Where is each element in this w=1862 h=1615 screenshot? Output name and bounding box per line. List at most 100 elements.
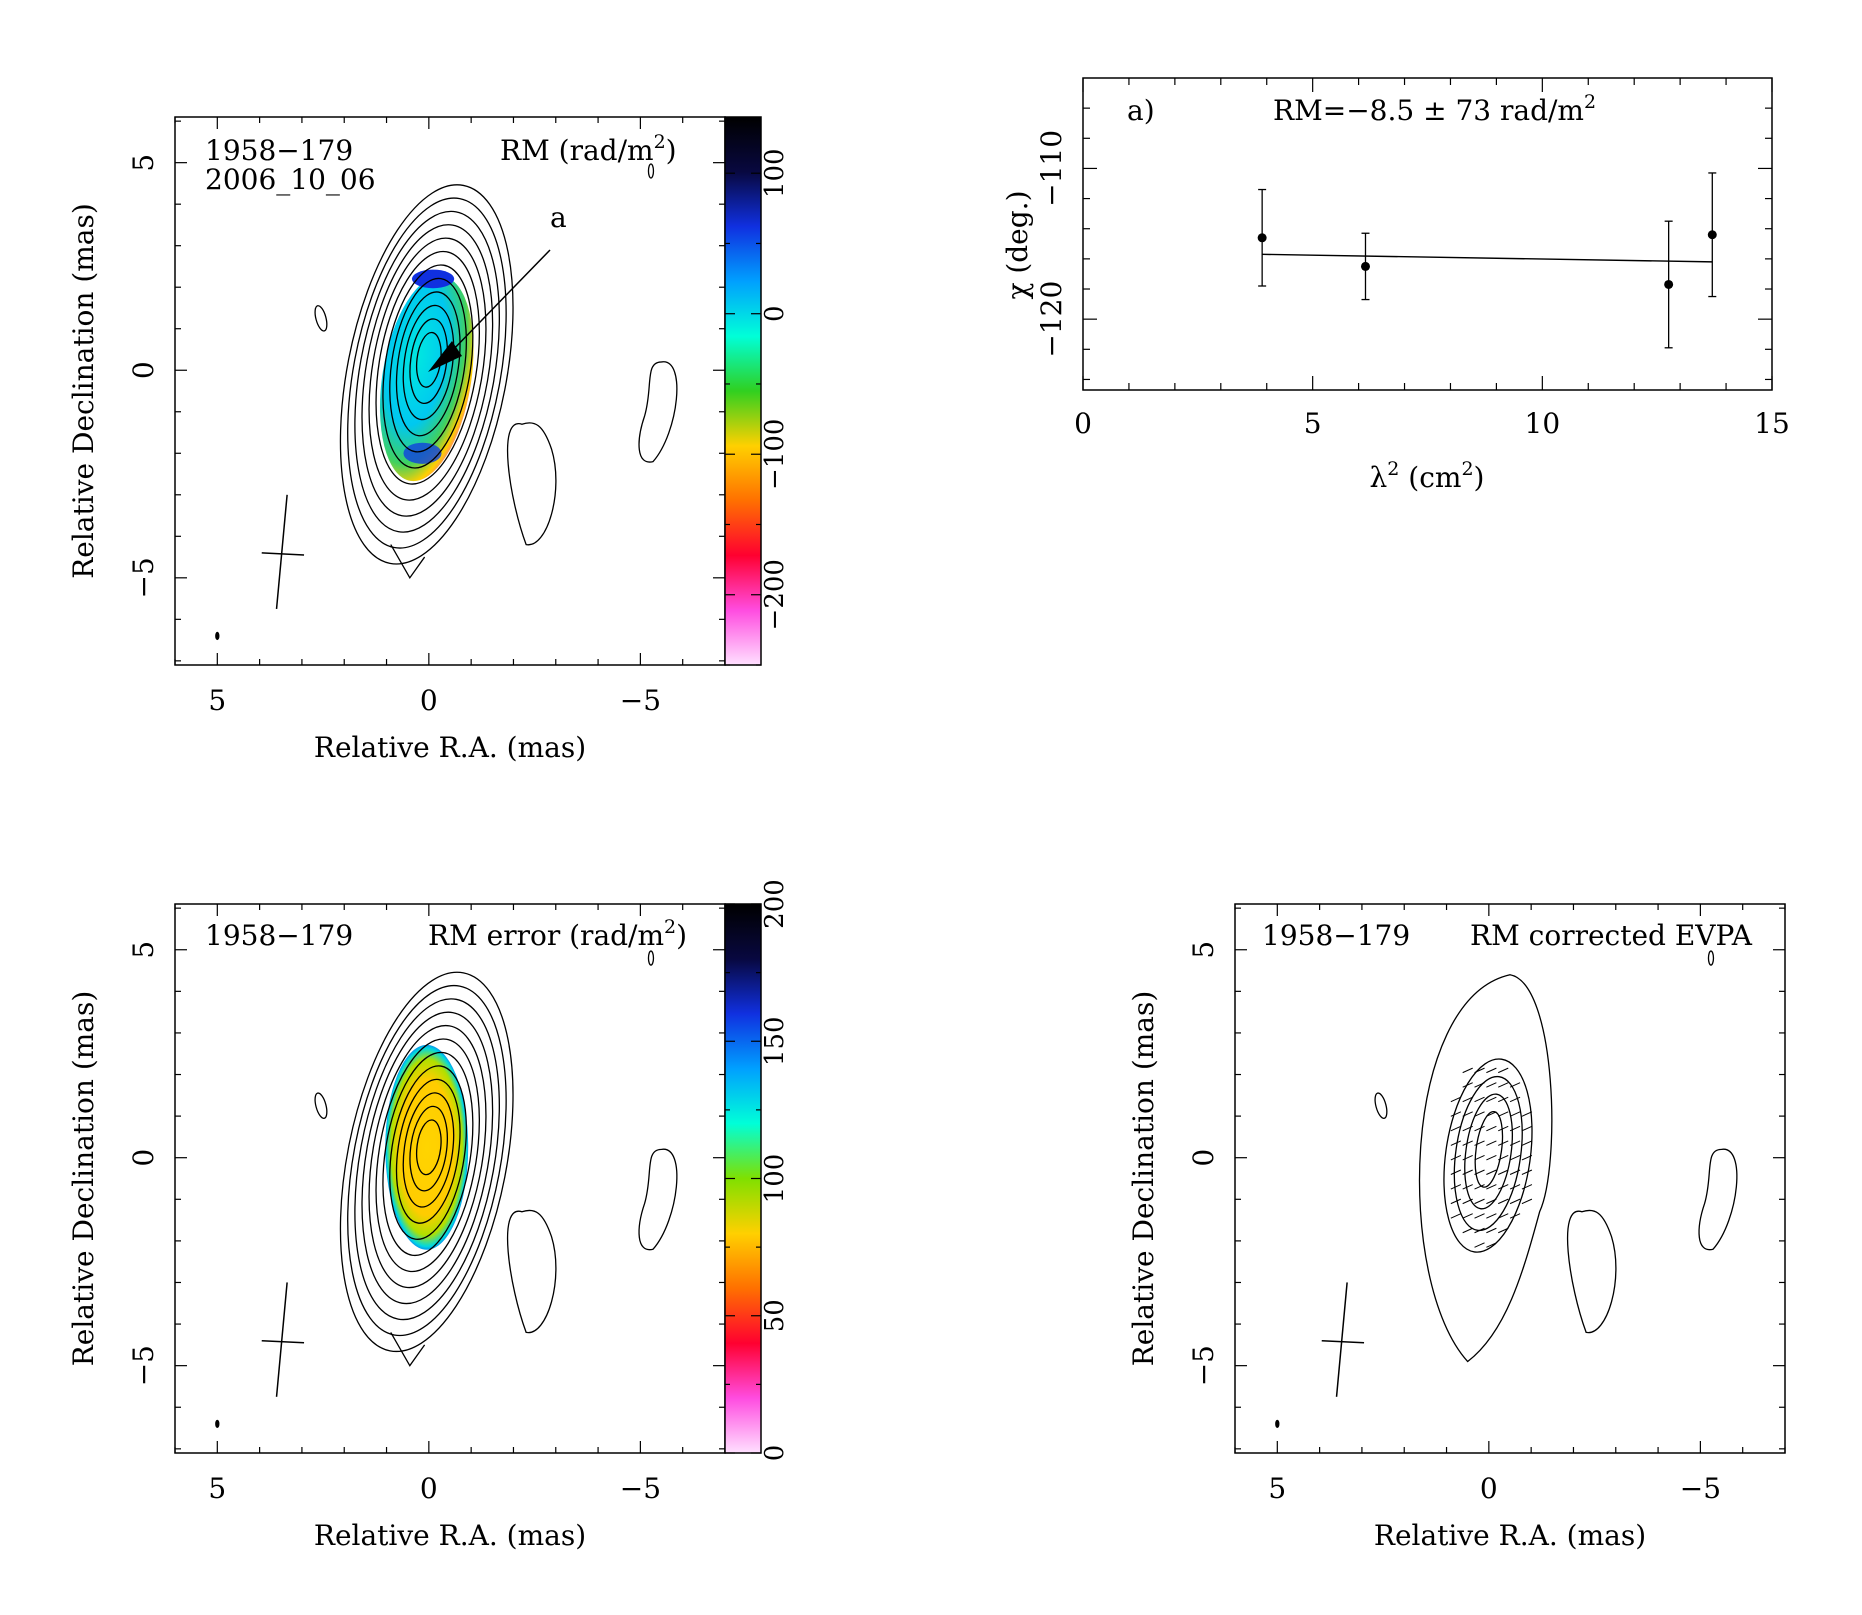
contour-level	[389, 277, 468, 453]
fit-y-axis-label: χ (deg.)	[1001, 190, 1034, 299]
contour-level	[361, 224, 494, 517]
y-tick-label: −5	[127, 557, 160, 598]
evpa-stick	[1462, 1227, 1473, 1234]
contour-level	[402, 1092, 455, 1208]
evpa-quantity-label: RM corrected EVPA	[1470, 919, 1753, 952]
fit-x-axis-label: λ2 (cm2)	[1370, 458, 1485, 494]
rm-map-plot-area: 5 0 −5 5 0 −5 Relative R.A. (mas) Relative Decl…	[67, 116, 790, 764]
evpa-stick	[1474, 1227, 1485, 1234]
evpa-stick	[1498, 1111, 1509, 1117]
evpa-vectors	[1450, 1067, 1533, 1248]
evpa-stick	[1462, 1082, 1473, 1088]
fit-panel-label: a)	[1127, 94, 1155, 127]
beam-minor-axis	[1321, 1339, 1365, 1344]
map-ticks	[174, 117, 726, 665]
rm-error-image	[385, 1044, 469, 1250]
contour-island	[215, 631, 220, 641]
beam-cross	[261, 494, 305, 610]
contour-level	[409, 1105, 448, 1192]
rm-image-pixels	[379, 275, 474, 482]
evpa-stick	[1474, 1154, 1485, 1161]
contour-island	[647, 950, 655, 966]
evpa-stick	[1462, 1067, 1473, 1074]
evpa-stick	[1498, 1140, 1509, 1146]
contour-island	[1374, 1092, 1388, 1119]
fit-y-tick-label: −120	[1035, 281, 1068, 358]
colorbar-tick-label: 50	[760, 1299, 790, 1332]
evpa-panel: 5 0 −5 5 0 −5 Relative R.A. (mas) Relative Decl…	[1127, 903, 1786, 1552]
evpa-stick	[1462, 1111, 1473, 1117]
contour-level	[368, 237, 487, 501]
x-axis-label: Relative R.A. (mas)	[314, 1519, 586, 1552]
evpa-stick	[1509, 1213, 1521, 1219]
x-axis-label: Relative R.A. (mas)	[1374, 1519, 1646, 1552]
evpa-stick	[1498, 1198, 1509, 1205]
evpa-stick	[1486, 1227, 1497, 1234]
evpa-stick	[1486, 1184, 1497, 1190]
rm-fit-panel: 0 5 10 15 −110 −120 a) RM=−8.5 ± 73 rad/m2 χ …	[1001, 77, 1790, 494]
evpa-stick	[1474, 1067, 1485, 1074]
evpa-stick	[1521, 1184, 1533, 1190]
contour-island	[215, 1419, 220, 1429]
evpa-stick	[1450, 1140, 1462, 1146]
evpa-stick	[1498, 1067, 1509, 1074]
evpa-stick	[1450, 1169, 1462, 1175]
evpa-stick	[1486, 1242, 1497, 1248]
beam-minor-axis	[261, 552, 305, 556]
evpa-stick	[1462, 1169, 1473, 1175]
evpa-stick	[1474, 1096, 1485, 1103]
contour-level	[395, 291, 461, 437]
evpa-stick	[1462, 1198, 1473, 1205]
contour-island	[506, 1209, 557, 1334]
fit-line	[1262, 253, 1713, 263]
evpa-stick	[1521, 1169, 1533, 1175]
evpa-stick	[1486, 1067, 1497, 1074]
evpa-stick	[1450, 1213, 1462, 1219]
evpa-stick	[1509, 1111, 1521, 1117]
rm-map-date-label: 2006_10_06	[205, 163, 376, 196]
data-point	[1257, 233, 1267, 243]
y-tick-label: 5	[127, 941, 160, 959]
rm-map-panel: 5 0 −5 5 0 −5 Relative R.A. (mas) Relative Decl…	[67, 116, 790, 764]
x-tick-label: −5	[620, 684, 661, 717]
fit-x-tick-label: 5	[1304, 407, 1322, 440]
evpa-stick	[1474, 1082, 1485, 1088]
y-tick-label: 0	[127, 361, 160, 379]
evpa-stick	[1486, 1111, 1497, 1117]
contours	[215, 163, 678, 641]
evpa-stick	[1509, 1154, 1521, 1161]
evpa-stick	[1509, 1169, 1521, 1175]
annotation-arrowhead	[428, 341, 462, 372]
evpa-stick	[1486, 1169, 1497, 1175]
contour-level	[415, 1119, 442, 1176]
contour-level	[1464, 1093, 1513, 1210]
rm-error-quantity-label: RM error (rad/m2)	[428, 916, 687, 952]
contour-tail	[390, 1332, 426, 1367]
contour-island	[638, 361, 678, 463]
evpa-stick	[1474, 1198, 1485, 1205]
colorbar-tick-label: 100	[760, 1154, 790, 1204]
contour-level	[347, 984, 507, 1337]
contour-level	[354, 210, 500, 533]
y-tick-label: −5	[127, 1345, 160, 1386]
evpa-stick	[1474, 1242, 1485, 1248]
evpa-stick	[1474, 1184, 1485, 1190]
fit-frame	[1082, 77, 1773, 391]
x-tick-label: 5	[208, 1472, 226, 1505]
evpa-stick	[1486, 1140, 1497, 1146]
rm-map-annotation-a: a	[550, 201, 567, 234]
evpa-stick	[1509, 1140, 1521, 1146]
contour-level	[409, 318, 448, 405]
y-tick-label: 0	[127, 1149, 160, 1167]
contour-level	[347, 197, 507, 549]
evpa-stick	[1474, 1111, 1485, 1117]
evpa-stick	[1450, 1198, 1462, 1205]
contour-level	[375, 1038, 481, 1273]
beam-major-axis	[275, 494, 288, 610]
contour-outer	[1418, 974, 1553, 1363]
contour-level	[389, 1065, 468, 1240]
evpa-stick	[1450, 1096, 1462, 1103]
colorbar-ticks	[725, 903, 761, 1454]
